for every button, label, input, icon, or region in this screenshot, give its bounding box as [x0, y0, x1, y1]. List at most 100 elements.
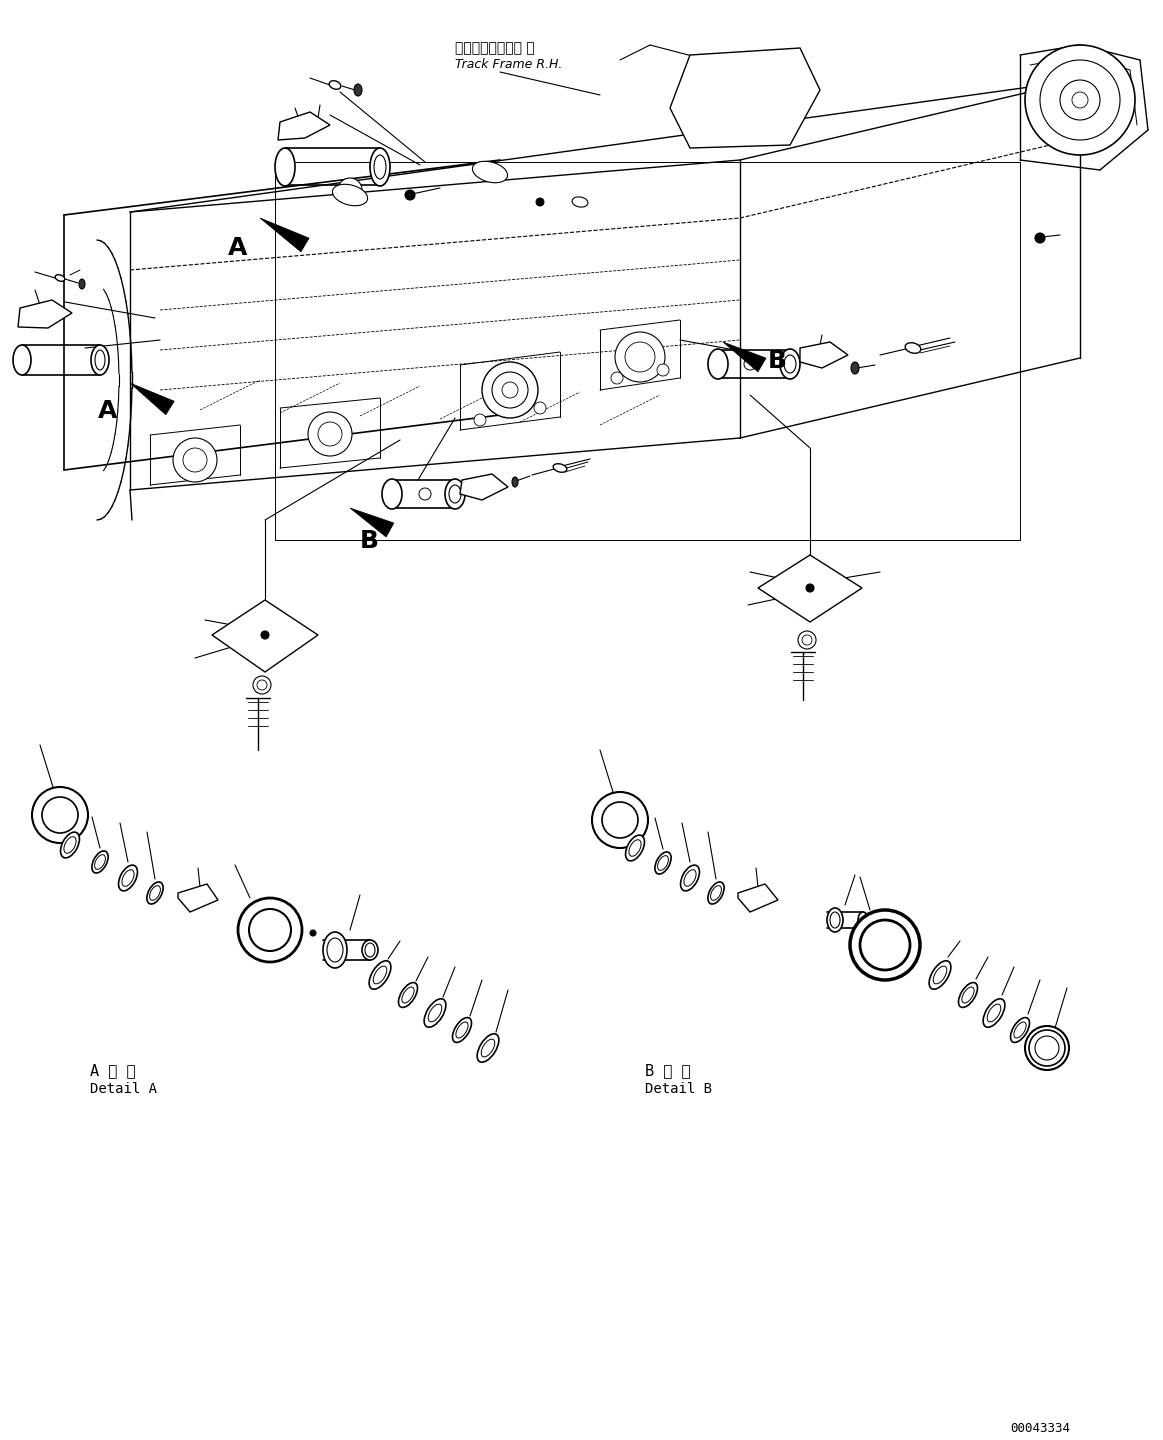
Ellipse shape: [449, 485, 461, 503]
Ellipse shape: [119, 865, 137, 891]
Ellipse shape: [428, 1004, 442, 1022]
Polygon shape: [261, 217, 309, 252]
Ellipse shape: [987, 1004, 1001, 1022]
Ellipse shape: [958, 982, 978, 1008]
Circle shape: [183, 448, 207, 472]
Ellipse shape: [365, 943, 374, 958]
Polygon shape: [278, 112, 330, 140]
Ellipse shape: [327, 937, 343, 962]
Ellipse shape: [655, 852, 671, 874]
Text: A 詳 細: A 詳 細: [90, 1063, 136, 1079]
Ellipse shape: [905, 343, 921, 353]
Ellipse shape: [851, 361, 859, 374]
Ellipse shape: [708, 348, 728, 379]
Ellipse shape: [477, 1034, 499, 1063]
Circle shape: [602, 802, 638, 838]
Polygon shape: [461, 474, 508, 500]
Circle shape: [257, 680, 267, 690]
Circle shape: [492, 372, 528, 408]
Ellipse shape: [472, 161, 507, 183]
Circle shape: [859, 920, 909, 971]
Ellipse shape: [55, 275, 65, 281]
Circle shape: [1029, 1030, 1065, 1066]
Ellipse shape: [274, 148, 295, 186]
Ellipse shape: [708, 881, 725, 904]
Circle shape: [1025, 1025, 1069, 1070]
Ellipse shape: [1014, 1022, 1026, 1038]
Ellipse shape: [373, 966, 387, 984]
Ellipse shape: [684, 870, 697, 886]
Ellipse shape: [92, 851, 108, 873]
Ellipse shape: [711, 886, 721, 900]
Ellipse shape: [929, 960, 951, 989]
Ellipse shape: [150, 886, 160, 900]
Ellipse shape: [122, 870, 134, 886]
Ellipse shape: [79, 279, 85, 289]
Ellipse shape: [369, 960, 391, 989]
Ellipse shape: [445, 480, 465, 508]
Circle shape: [308, 412, 352, 456]
Ellipse shape: [626, 835, 644, 861]
Circle shape: [261, 631, 269, 639]
Circle shape: [254, 675, 271, 694]
Circle shape: [317, 422, 342, 446]
Circle shape: [1035, 233, 1046, 243]
Ellipse shape: [329, 81, 341, 89]
Ellipse shape: [784, 356, 795, 373]
Ellipse shape: [60, 832, 79, 858]
Circle shape: [611, 372, 623, 384]
Text: Detail B: Detail B: [645, 1081, 712, 1096]
Text: A: A: [228, 236, 248, 261]
Ellipse shape: [354, 84, 362, 96]
Ellipse shape: [381, 480, 402, 508]
Ellipse shape: [512, 477, 518, 487]
Ellipse shape: [91, 346, 109, 374]
Ellipse shape: [64, 837, 76, 854]
Text: A: A: [98, 399, 117, 423]
Ellipse shape: [323, 932, 347, 968]
Circle shape: [744, 359, 756, 370]
Ellipse shape: [13, 346, 31, 374]
Circle shape: [534, 402, 545, 415]
Ellipse shape: [962, 986, 975, 1004]
Ellipse shape: [362, 940, 378, 960]
Text: B 詳 細: B 詳 細: [645, 1063, 691, 1079]
Ellipse shape: [456, 1022, 469, 1038]
Ellipse shape: [983, 999, 1005, 1027]
Circle shape: [1059, 81, 1100, 120]
Ellipse shape: [933, 966, 947, 984]
Circle shape: [592, 792, 648, 848]
Text: 00043334: 00043334: [1009, 1423, 1070, 1436]
Circle shape: [615, 333, 665, 382]
Ellipse shape: [827, 909, 843, 932]
Polygon shape: [670, 48, 820, 148]
Circle shape: [700, 55, 780, 135]
Text: Detail A: Detail A: [90, 1081, 157, 1096]
Circle shape: [728, 84, 752, 107]
Circle shape: [1025, 45, 1135, 156]
Ellipse shape: [657, 855, 669, 870]
Circle shape: [798, 631, 816, 649]
Circle shape: [405, 190, 415, 200]
Circle shape: [712, 68, 768, 122]
Circle shape: [249, 909, 291, 950]
Circle shape: [1040, 60, 1120, 140]
Polygon shape: [178, 884, 217, 912]
Circle shape: [338, 179, 362, 202]
Circle shape: [238, 899, 302, 962]
Polygon shape: [739, 884, 778, 912]
Ellipse shape: [780, 348, 800, 379]
Circle shape: [481, 361, 538, 418]
Polygon shape: [800, 343, 848, 369]
Circle shape: [625, 343, 655, 372]
Ellipse shape: [399, 982, 418, 1008]
Polygon shape: [758, 554, 862, 622]
Ellipse shape: [374, 156, 386, 179]
Ellipse shape: [1011, 1018, 1029, 1043]
Text: B: B: [768, 348, 787, 373]
Circle shape: [33, 788, 88, 842]
Circle shape: [536, 199, 544, 206]
Circle shape: [806, 585, 814, 592]
Ellipse shape: [481, 1040, 494, 1057]
Ellipse shape: [830, 912, 840, 927]
